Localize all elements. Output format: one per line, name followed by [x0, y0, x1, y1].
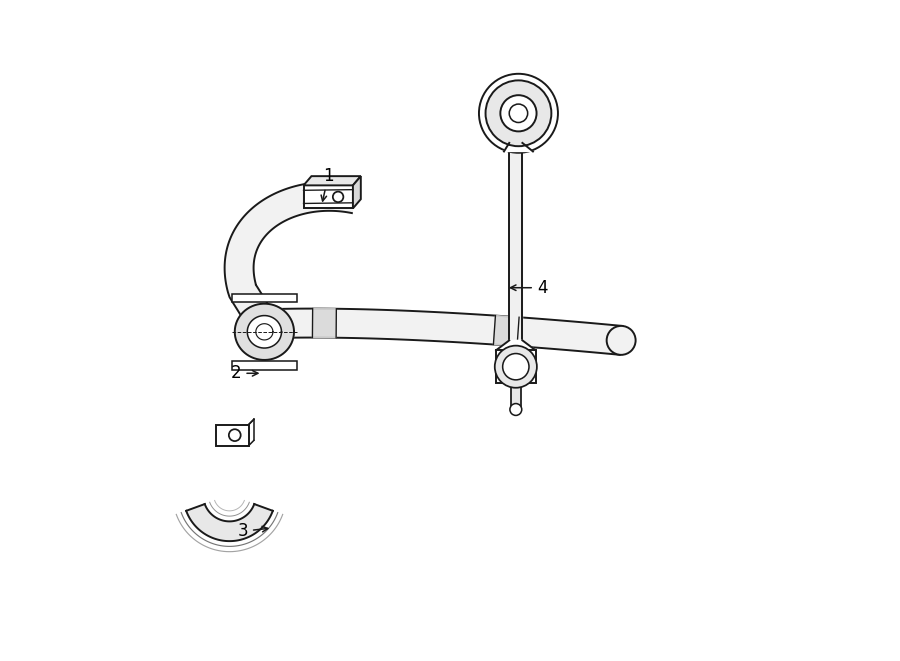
Circle shape	[495, 346, 537, 388]
Polygon shape	[232, 362, 297, 370]
Circle shape	[479, 74, 558, 153]
Circle shape	[500, 95, 536, 132]
Polygon shape	[235, 303, 294, 360]
Polygon shape	[496, 340, 536, 350]
Circle shape	[509, 104, 527, 122]
Polygon shape	[262, 309, 623, 355]
Polygon shape	[225, 182, 357, 341]
Circle shape	[485, 81, 552, 146]
Polygon shape	[504, 143, 533, 151]
Polygon shape	[509, 143, 522, 340]
Text: 3: 3	[238, 522, 268, 540]
Polygon shape	[312, 309, 337, 338]
Polygon shape	[303, 190, 353, 204]
Polygon shape	[496, 350, 536, 383]
Text: 1: 1	[321, 167, 334, 201]
Polygon shape	[353, 176, 361, 208]
Circle shape	[333, 192, 344, 202]
Circle shape	[229, 429, 240, 441]
Text: 4: 4	[510, 279, 547, 297]
Polygon shape	[303, 176, 361, 185]
Circle shape	[607, 326, 635, 355]
Polygon shape	[303, 185, 353, 208]
Circle shape	[503, 354, 529, 380]
Polygon shape	[493, 315, 519, 346]
Circle shape	[510, 404, 522, 415]
Polygon shape	[248, 315, 282, 348]
Polygon shape	[186, 504, 273, 541]
Text: 2: 2	[230, 364, 258, 382]
Polygon shape	[216, 424, 248, 446]
Polygon shape	[256, 324, 273, 340]
Polygon shape	[232, 293, 297, 302]
Polygon shape	[510, 380, 521, 409]
